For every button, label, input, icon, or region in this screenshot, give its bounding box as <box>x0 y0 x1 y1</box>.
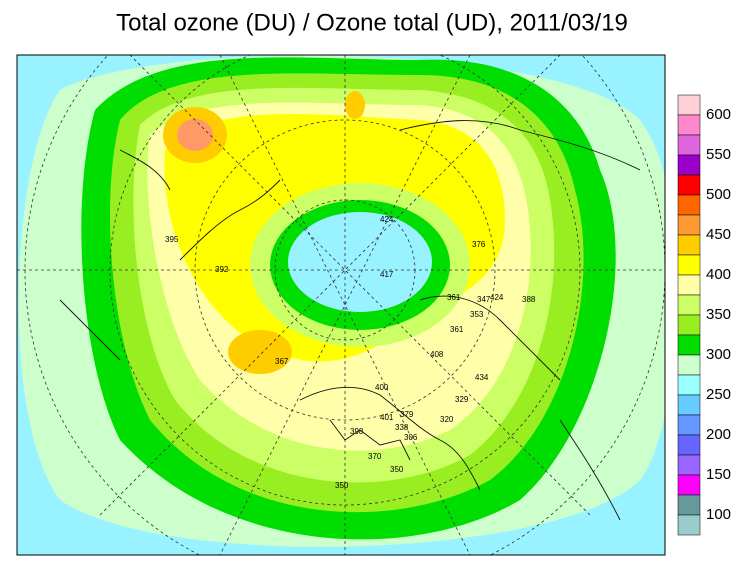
station-value: 306 <box>404 433 418 442</box>
station-value: 367 <box>275 357 289 366</box>
colorbar-label: 150 <box>706 466 731 483</box>
colorbar-band <box>677 374 701 396</box>
colorbar-label: 600 <box>706 106 731 123</box>
colorbar-band <box>677 354 701 376</box>
colorbar-label: 550 <box>706 146 731 163</box>
station-value: 424 <box>490 293 504 302</box>
colorbar: 600 550 500 450 400 350 300 250 200 150 100 <box>677 94 731 536</box>
colorbar-band <box>677 414 701 436</box>
colorbar-band <box>677 94 701 116</box>
station-value: 392 <box>215 265 229 274</box>
colorbar-band <box>677 454 701 476</box>
colorbar-band <box>677 334 701 356</box>
station-value: 376 <box>472 240 486 249</box>
map: 376 424 388 361 353 347 361 408 434 329 320 400 379 4… <box>17 55 665 555</box>
colorbar-label: 500 <box>706 186 731 203</box>
station-value: 434 <box>475 373 489 382</box>
colorbar-label: 200 <box>706 426 731 443</box>
colorbar-band <box>677 254 701 276</box>
station-value: 361 <box>450 325 464 334</box>
colorbar-band <box>677 494 701 516</box>
colorbar-band <box>677 514 701 536</box>
station-value: 408 <box>430 350 444 359</box>
station-value: 417 <box>380 270 394 279</box>
colorbar-band <box>677 274 701 296</box>
region-425 <box>228 330 292 374</box>
colorbar-band <box>677 474 701 496</box>
region-425 <box>345 91 365 119</box>
graticule <box>17 55 665 555</box>
station-value: 400 <box>375 383 389 392</box>
vortex-core <box>288 212 432 312</box>
colorbar-label: 400 <box>706 266 731 283</box>
station-value: 398 <box>350 427 364 436</box>
station-value: 353 <box>470 310 484 319</box>
colorbar-band <box>677 434 701 456</box>
colorbar-band <box>677 234 701 256</box>
station-value: 347 <box>477 295 491 304</box>
colorbar-label: 300 <box>706 346 731 363</box>
colorbar-band <box>677 394 701 416</box>
colorbar-label: 350 <box>706 306 731 323</box>
colorbar-band <box>677 134 701 156</box>
colorbar-band <box>677 154 701 176</box>
colorbar-band <box>677 174 701 196</box>
colorbar-label: 100 <box>706 506 731 523</box>
station-value: 388 <box>522 295 536 304</box>
station-value: 370 <box>368 452 382 461</box>
colorbar-band <box>677 194 701 216</box>
colorbar-band <box>677 114 701 136</box>
station-value: 338 <box>395 423 409 432</box>
station-value: 395 <box>165 235 179 244</box>
station-value: 350 <box>390 465 404 474</box>
colorbar-label: 450 <box>706 226 731 243</box>
station-value: 329 <box>455 395 469 404</box>
map-frame <box>16 54 666 556</box>
coastlines <box>59 120 641 521</box>
region-450 <box>177 119 213 151</box>
colorbar-band <box>677 294 701 316</box>
colorbar-label: 250 <box>706 386 731 403</box>
colorbar-band <box>677 314 701 336</box>
title: Total ozone (DU) / Ozone total (UD), 201… <box>116 9 628 36</box>
colorbar-band <box>677 214 701 236</box>
station-value: 361 <box>447 293 461 302</box>
station-value: 424 <box>380 215 394 224</box>
station-value: 401 <box>380 413 394 422</box>
station-value: 320 <box>440 415 454 424</box>
stations: 376 424 388 361 353 347 361 408 434 329 320 400 379 4… <box>165 215 536 490</box>
station-value: 350 <box>335 481 349 490</box>
station-value: 379 <box>400 410 414 419</box>
